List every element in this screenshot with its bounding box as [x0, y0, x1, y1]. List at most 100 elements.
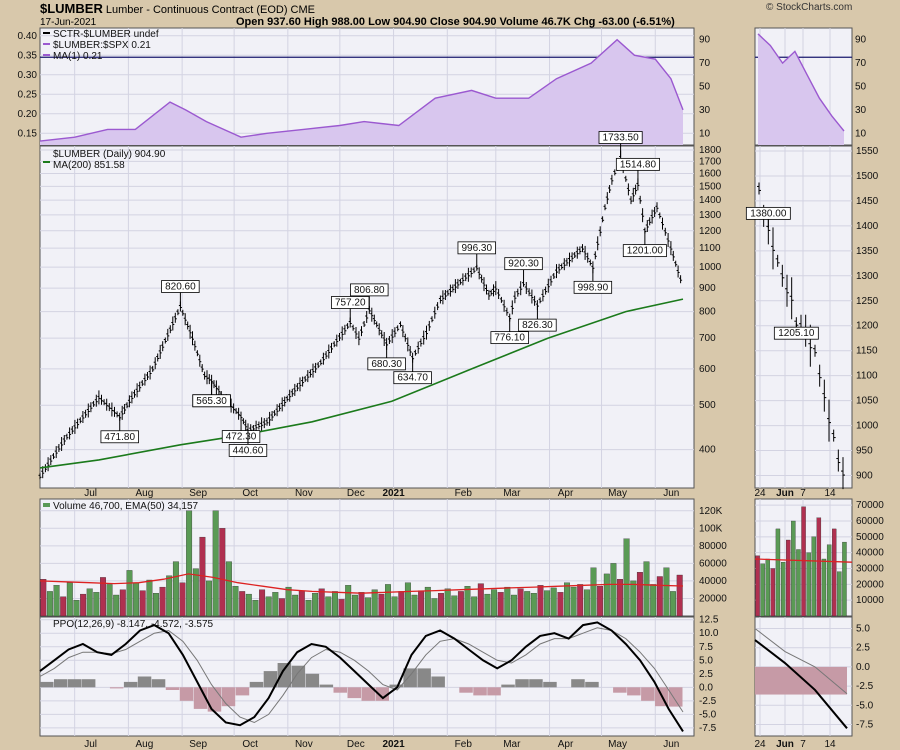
month-tick-label: May [608, 488, 627, 499]
ma200-line [39, 298, 684, 469]
volume-bar [219, 528, 226, 617]
price-y-tick: 700 [699, 333, 716, 344]
inset-ppo-tick: 2.5 [856, 643, 870, 654]
ppo-histogram-bar [221, 687, 236, 707]
ppo-histogram-bar [235, 687, 250, 696]
volume-bar [517, 588, 524, 617]
volume-bar [577, 584, 584, 617]
ppo-histogram-bar [291, 665, 306, 688]
inset-price-tick: 950 [856, 446, 873, 457]
month-tick-label: Feb [455, 488, 473, 499]
month-tick-label: Jun [663, 488, 679, 499]
volume-bar [391, 596, 398, 617]
month-tick-label: Oct [242, 488, 258, 499]
annotation-box [367, 357, 406, 371]
price-y-tick: 1800 [699, 145, 722, 156]
sctr-left-tick: 0.35 [18, 50, 38, 61]
price-y-tick: 400 [699, 445, 716, 456]
volume-bar [126, 570, 133, 617]
sctr-inset-tick: 30 [855, 105, 867, 116]
volume-bar [46, 591, 53, 617]
volume-bar [398, 591, 405, 617]
volume-bar [206, 580, 212, 617]
annotation-label: 440.60 [233, 445, 264, 456]
inset-price-tick: 1200 [856, 321, 879, 332]
month-tick-label: 2021 [382, 488, 405, 499]
sctr-inset-tick: 50 [855, 82, 867, 93]
annotation-label: 776.10 [494, 333, 525, 344]
volume-bar [537, 585, 544, 617]
volume-bar [318, 588, 325, 617]
sctr-inset-tick: 90 [855, 35, 867, 46]
volume-bar [550, 587, 557, 617]
volume-bar [438, 593, 444, 617]
volume-y-tick: 100K [699, 523, 723, 534]
volume-bar [338, 599, 345, 617]
annotation-box [228, 444, 268, 457]
price-y-tick: 1000 [699, 262, 722, 273]
ppo-line [39, 621, 684, 732]
volume-y-tick: 60000 [699, 558, 727, 569]
volume-bar [431, 598, 438, 617]
ppo-histogram-bar [68, 679, 82, 688]
volume-bar [630, 580, 637, 617]
inset-x-tick: 14 [824, 488, 836, 499]
month-tick-label-bottom: May [608, 739, 627, 750]
month-tick-label-bottom: Feb [455, 739, 473, 750]
volume-bar [603, 573, 610, 617]
inset-price-tick: 1350 [856, 246, 879, 257]
annotation-label: 820.60 [165, 282, 196, 293]
volume-bar [557, 592, 564, 617]
inset-volume-bar [786, 539, 791, 617]
price-y-tick: 500 [699, 400, 716, 411]
volume-bar [159, 586, 166, 617]
volume-bar [119, 589, 126, 617]
inset-price-tick: 1500 [856, 171, 879, 182]
annotation-box [161, 280, 200, 293]
sctr-left-tick: 0.15 [18, 128, 38, 139]
ppo-histogram-bar [207, 687, 222, 712]
ppo-histogram-bar [515, 679, 529, 688]
volume-bar [378, 593, 385, 617]
sctr-legend-entry: SCTR-$LUMBER undef [53, 29, 159, 40]
sctr-left-tick: 0.40 [18, 31, 38, 42]
volume-bar [670, 591, 676, 617]
ppo-histogram-bar [375, 687, 389, 701]
month-tick-label-bottom: Sep [189, 739, 207, 750]
volume-bar [610, 563, 617, 617]
month-tick-label-bottom: Oct [242, 739, 258, 750]
volume-bar [212, 510, 219, 617]
volume-bar [272, 592, 279, 617]
inset-price-tick: 1050 [856, 396, 879, 407]
ppo-histogram-bar [40, 681, 54, 688]
sctr-right-tick: 70 [699, 58, 711, 69]
ppo-histogram-bar [109, 687, 124, 689]
volume-bar [40, 579, 47, 617]
inset-volume-bar [791, 520, 796, 617]
inset-volume-bar [826, 544, 832, 617]
ppo-histogram-bar [361, 687, 375, 701]
volume-bar [524, 591, 531, 617]
inset-x-tick-bottom: 14 [824, 739, 836, 750]
inset-volume-bar [806, 552, 811, 617]
inset-price-tick: 1300 [856, 271, 879, 282]
ppo-histogram-bar [571, 679, 585, 688]
month-tick-label: Aug [135, 488, 153, 499]
volume-bar [477, 583, 484, 617]
volume-bar [100, 577, 106, 617]
inset-volume-tick: 10000 [856, 595, 884, 606]
inset-volume-bar [842, 541, 847, 617]
price-y-tick: 900 [699, 283, 716, 294]
volume-bar [424, 586, 431, 617]
volume-bar [113, 594, 120, 617]
inset-volume-ema [754, 558, 853, 563]
annotation-box [192, 394, 231, 408]
volume-bar [80, 593, 87, 617]
instrument-name: Lumber - Continuous Contract (EOD) [105, 4, 288, 16]
inset-ppo-tick: -2.5 [856, 681, 874, 692]
annotation-box [457, 241, 496, 255]
inset-price-tick: 1250 [856, 296, 879, 307]
annotation-label: 471.80 [104, 432, 135, 443]
volume-bar [564, 582, 570, 617]
volume-bar [312, 593, 319, 617]
